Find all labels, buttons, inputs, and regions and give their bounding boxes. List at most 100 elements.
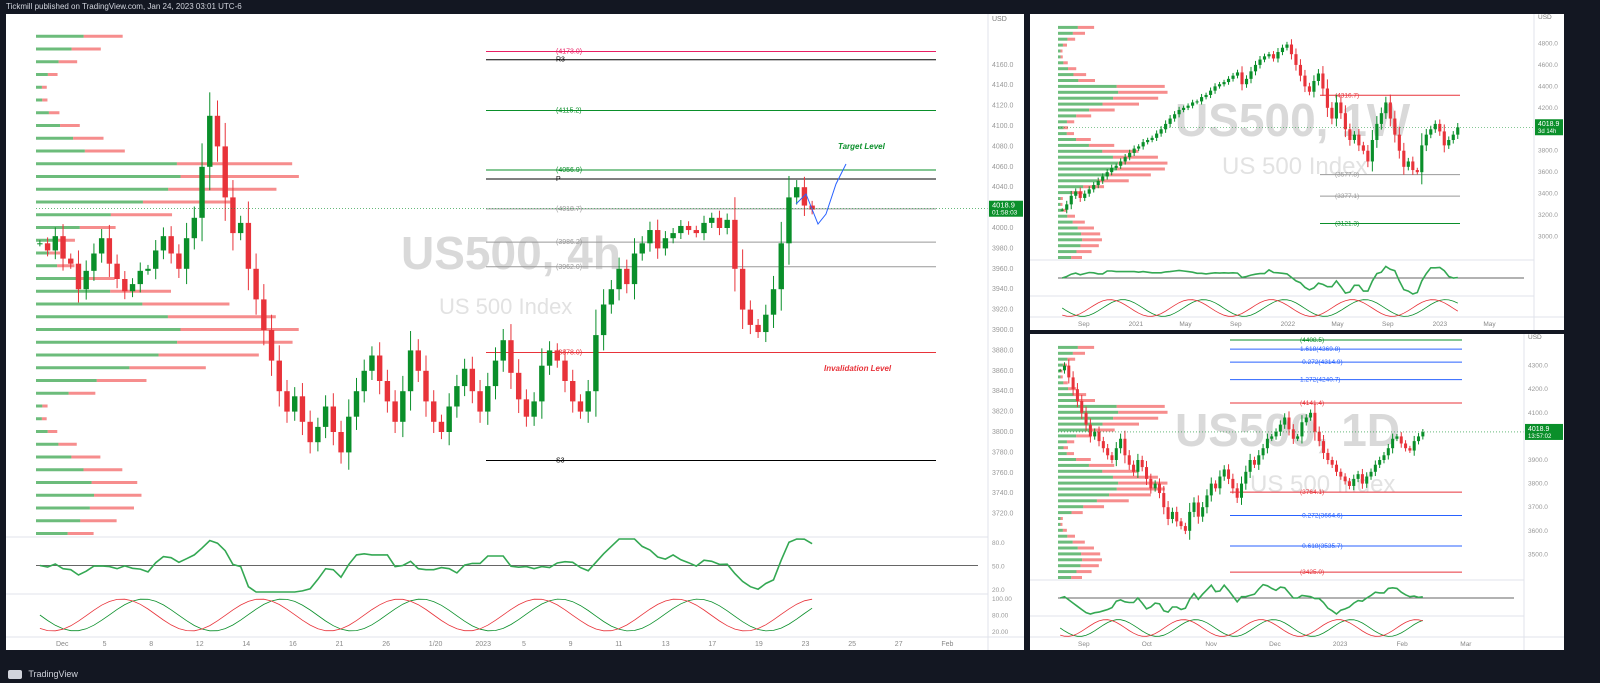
candle-body [585, 391, 591, 412]
volume-profile-bar [1072, 540, 1085, 544]
stochastic-line [1061, 299, 1458, 317]
price-tick: 3800.0 [1538, 148, 1558, 155]
candle-body [1313, 412, 1317, 432]
chart-1w-svg[interactable]: 4800.04600.04400.04200.04000.03800.03600… [1030, 14, 1564, 330]
candle-body [485, 386, 491, 412]
level-label: (4056.9) [556, 167, 582, 174]
candle-body [1307, 86, 1312, 92]
volume-profile-bar [36, 328, 181, 331]
candle-body [376, 355, 383, 381]
candle-body [1271, 54, 1276, 59]
price-tick: 4200.0 [1538, 105, 1558, 112]
volume-profile-bar [36, 289, 111, 293]
candle-body [600, 304, 607, 336]
candle-body [400, 391, 406, 422]
candle-body [384, 381, 391, 402]
candle-body [1078, 191, 1082, 198]
volume-profile-bar [1066, 120, 1075, 124]
volume-profile-bar [42, 98, 48, 102]
volume-profile-bar [1076, 570, 1092, 574]
candle-body [183, 238, 190, 269]
time-tick: Sep [1382, 321, 1394, 328]
price-tick: 4200.0 [1528, 386, 1548, 393]
chart-panel-1d[interactable]: 4300.04200.04100.04000.03900.03800.03700… [1030, 334, 1564, 650]
chart-panel-1w[interactable]: 4800.04600.04400.04200.04000.03800.03600… [1030, 14, 1564, 330]
price-tick: 4120.0 [992, 103, 1014, 110]
candle-body [276, 360, 282, 392]
volume-profile-bar [1058, 256, 1072, 259]
candle-body [1235, 488, 1239, 498]
volume-profile-bar [1116, 84, 1165, 88]
candle-body [1084, 412, 1088, 425]
volume-profile-bar [36, 532, 68, 535]
candle-body [1106, 448, 1110, 456]
volume-profile-bar [110, 213, 173, 217]
watermark-title: US500, 4h [401, 227, 621, 279]
candle-body [1141, 142, 1145, 147]
candle-body [330, 406, 337, 432]
volume-profile-bar [1058, 375, 1061, 379]
candle-body [1123, 157, 1127, 162]
annotation-invalidation: Invalidation Level [824, 364, 892, 373]
candle-body [1209, 483, 1213, 496]
volume-profile-bar [36, 200, 143, 204]
volume-profile-bar [36, 85, 42, 89]
volume-profile-bar [1068, 67, 1077, 71]
volume-profile-bar [1078, 79, 1096, 82]
candle-body [1244, 471, 1248, 484]
candle-body [577, 401, 584, 412]
chart-4h-svg[interactable]: 4160.0 4140.0 4120.0 4100.0 4080.0 4060.0 4040… [6, 14, 1024, 650]
candle-body [1114, 165, 1118, 168]
volume-profile-bar [1066, 452, 1075, 456]
candle-body [1334, 464, 1338, 472]
volume-profile-bar [1058, 67, 1069, 71]
volume-profile-bar [1088, 463, 1115, 467]
price-tick: 3960.0 [992, 266, 1014, 273]
volume-profile-bar [71, 47, 101, 51]
level-label: (3121.3) [1335, 221, 1359, 228]
candle-body [1205, 495, 1209, 508]
volume-profile-bar [1058, 517, 1061, 520]
volume-profile-bar [1058, 357, 1068, 361]
chart-1d-svg[interactable]: 4300.04200.04100.04000.03900.03800.03700… [1030, 334, 1564, 650]
candle-body [346, 416, 352, 453]
candle-body [1304, 417, 1308, 423]
candle-body [1213, 86, 1217, 91]
last-price-badge [1525, 423, 1563, 440]
volume-profile-bar [1058, 120, 1067, 124]
volume-profile-bar [36, 213, 111, 217]
volume-profile-bar [1089, 428, 1115, 432]
time-tick: 2023 [1433, 321, 1448, 328]
candle-body [1140, 460, 1144, 468]
watermark-subtitle: US 500 Index [439, 294, 572, 319]
price-tick: 4800.0 [1538, 40, 1558, 47]
chart-panel-4h[interactable]: 4160.0 4140.0 4120.0 4100.0 4080.0 4060.0 4040… [6, 14, 1024, 650]
candle-body [338, 432, 344, 453]
candle-body [1388, 102, 1392, 119]
watermark-subtitle: US 500 Index [1222, 153, 1367, 180]
level-label: (3377.1) [1335, 193, 1359, 200]
volume-profile-bar [1058, 208, 1063, 212]
price-tick: 3500.0 [1528, 551, 1548, 558]
level-label: 1.618(4369.8) [1300, 346, 1340, 353]
brand-label: TradingView [28, 669, 78, 679]
candle-body [1177, 109, 1181, 115]
candle-body [1132, 464, 1136, 472]
volume-profile-bar [73, 136, 104, 140]
candle-body [1200, 97, 1204, 102]
candle-body [716, 217, 723, 228]
volume-profile-bar [1058, 345, 1078, 349]
volume-profile-bar [1078, 399, 1096, 402]
volume-profile-bar [36, 60, 59, 64]
volume-profile-bar [60, 124, 80, 127]
time-tick: Mar [1460, 641, 1472, 648]
candle-body [423, 370, 429, 402]
candle-body [1411, 161, 1415, 171]
volume-profile-bar [58, 60, 78, 64]
volume-profile-bar [36, 277, 80, 280]
candle-body [1191, 102, 1195, 106]
candle-body [44, 243, 51, 251]
candle-body [98, 238, 105, 254]
volume-profile-bar [1073, 73, 1087, 77]
volume-profile-bar [1058, 31, 1073, 35]
